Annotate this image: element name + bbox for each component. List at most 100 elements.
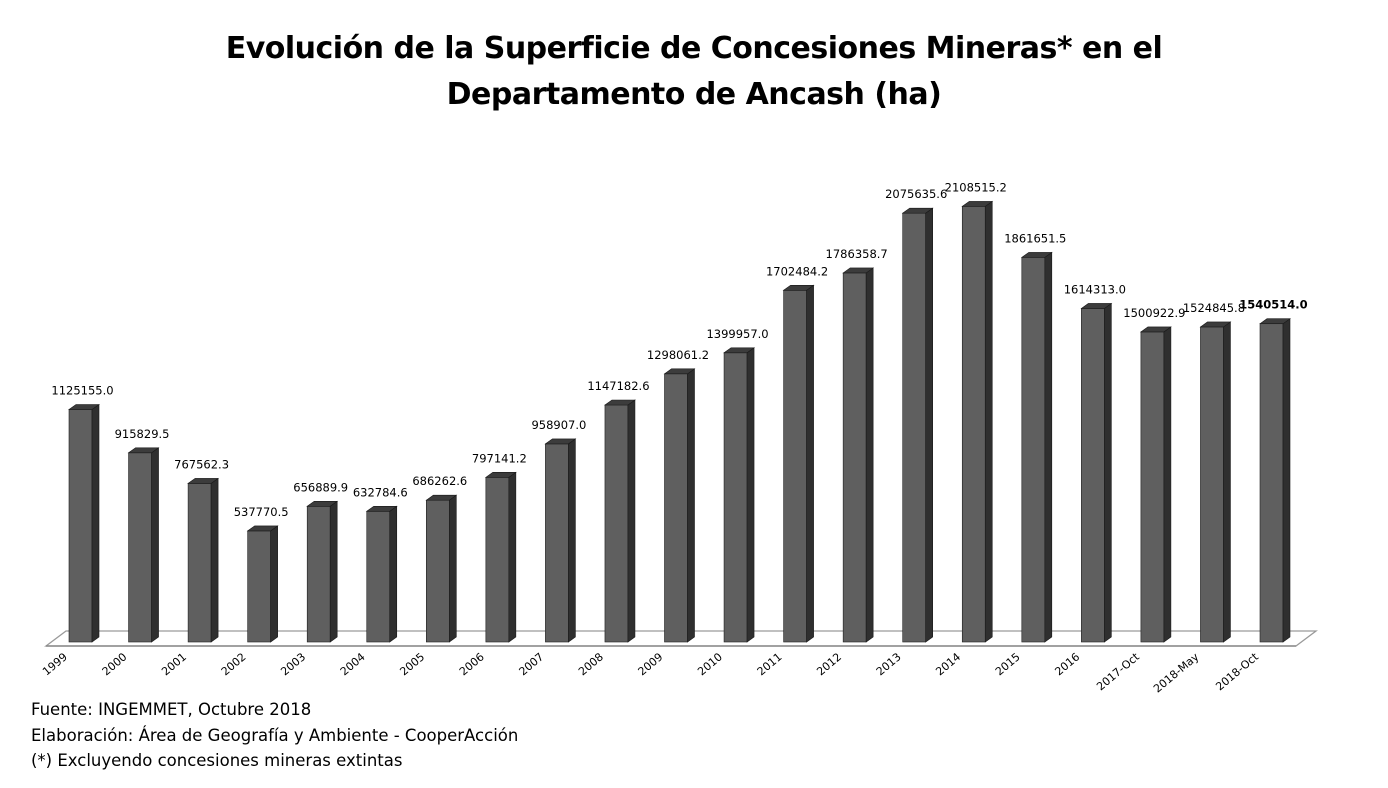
bar-front [545, 443, 569, 643]
bar-side [1104, 302, 1112, 643]
x-tick-label: 2005 [397, 650, 427, 678]
bar-top [365, 505, 398, 512]
bar-top [782, 284, 815, 291]
bar-side [91, 403, 100, 643]
x-tick-label: 2009 [636, 650, 666, 678]
chart-title-line-1: Evolución de la Superficie de Concesione… [225, 31, 1163, 66]
bar-front [128, 452, 152, 643]
bar-side [389, 505, 398, 643]
bar-front [1021, 257, 1046, 643]
data-label: 686262.6 [412, 474, 467, 488]
data-label: 2075635.6 [885, 187, 947, 201]
bar-front [247, 530, 271, 643]
bar [961, 200, 994, 643]
bar-side [210, 477, 219, 643]
bar [1020, 251, 1053, 643]
bar-top [544, 438, 577, 445]
bar [604, 399, 636, 643]
data-label: 2108515.2 [945, 180, 1007, 194]
bar-top [1080, 303, 1113, 309]
bar-side [984, 200, 993, 643]
bar-side [568, 438, 576, 643]
x-tick-label: 2012 [814, 650, 844, 678]
source-note: Fuente: INGEMMET, Octubre 2018 [31, 700, 312, 719]
x-tick-label: 2017-Oct [1094, 650, 1142, 693]
data-label: 958907.0 [531, 418, 586, 432]
bar-front [604, 404, 629, 643]
x-tick-label: 2010 [695, 650, 725, 678]
bars [68, 200, 1291, 643]
x-tick-label: 1999 [40, 650, 70, 678]
x-tick-label: 2014 [933, 650, 963, 678]
bar [663, 368, 696, 643]
chart-title: Evolución de la Superficie de Concesione… [0, 26, 1388, 118]
bar-side [448, 494, 457, 643]
data-label: 1298061.2 [647, 348, 709, 362]
bar-front [1081, 308, 1105, 643]
data-label: 1702484.2 [766, 264, 828, 278]
bar-top [425, 494, 458, 501]
x-tick-label: 2004 [338, 650, 368, 678]
x-tick-label: 2001 [159, 650, 189, 678]
bar [127, 447, 160, 643]
bar-top [68, 404, 100, 410]
x-axis-tick-labels: 1999 2000 2001 2002 2003 2004 2005 2006 2007 2008… [40, 650, 1261, 696]
bar-side [746, 347, 755, 643]
bar-top [1199, 321, 1232, 328]
data-label: 537770.5 [234, 505, 289, 519]
bar [544, 438, 577, 643]
footnote: (*) Excluyendo concesiones mineras extin… [31, 751, 403, 770]
bar-top [1259, 318, 1291, 325]
data-label: 1399957.0 [706, 327, 768, 341]
data-label: 915829.5 [115, 427, 170, 441]
bar-side [925, 207, 934, 643]
data-label: 1147182.6 [587, 379, 649, 393]
bar-side [1223, 321, 1231, 643]
x-tick-label: 2003 [278, 650, 308, 678]
bar-side [1044, 251, 1053, 643]
bar-top [961, 201, 994, 207]
x-tick-label: 2011 [755, 650, 785, 678]
bar-side [329, 500, 338, 643]
bar-front [1200, 326, 1224, 643]
chart-notes: Fuente: INGEMMET, Octubre 2018 Elaboraci… [31, 697, 518, 774]
bar-front [306, 505, 331, 643]
bar-top [663, 368, 696, 375]
bar [246, 525, 279, 643]
data-label: 1500922.9 [1123, 306, 1185, 320]
bar-front [1259, 323, 1284, 643]
x-tick-label: 2002 [219, 650, 249, 678]
data-label: 632784.6 [353, 485, 408, 499]
bar [1199, 321, 1232, 643]
bar-front [842, 272, 867, 643]
data-label: 767562.3 [174, 457, 229, 471]
x-tick-label: 2000 [100, 650, 130, 678]
bar-top [484, 472, 517, 478]
data-label: 656889.9 [293, 480, 348, 494]
bar-top [306, 500, 339, 507]
bar-side [687, 368, 695, 643]
bar [187, 477, 220, 643]
bar-front [664, 373, 688, 643]
bar [842, 267, 875, 643]
bar-top [1139, 326, 1172, 333]
bar-front [902, 212, 927, 643]
data-label: 797141.2 [472, 451, 527, 465]
bar [425, 494, 458, 643]
x-tick-label: 2015 [993, 650, 1023, 678]
bar [1259, 318, 1291, 643]
x-tick-label: 2016 [1052, 650, 1082, 678]
bar-side [865, 267, 874, 643]
bar-front [723, 352, 748, 643]
elaboration-note: Elaboración: Área de Geografía y Ambient… [31, 725, 519, 745]
bar-front [783, 289, 807, 643]
bar [1139, 326, 1172, 643]
x-tick-label: 2008 [576, 650, 606, 678]
bar-front [1140, 331, 1165, 643]
bar-front [485, 477, 510, 643]
bar-side [627, 399, 636, 643]
data-label: 1614313.0 [1064, 282, 1126, 296]
bar-top [901, 207, 934, 214]
bar-front [187, 483, 212, 643]
